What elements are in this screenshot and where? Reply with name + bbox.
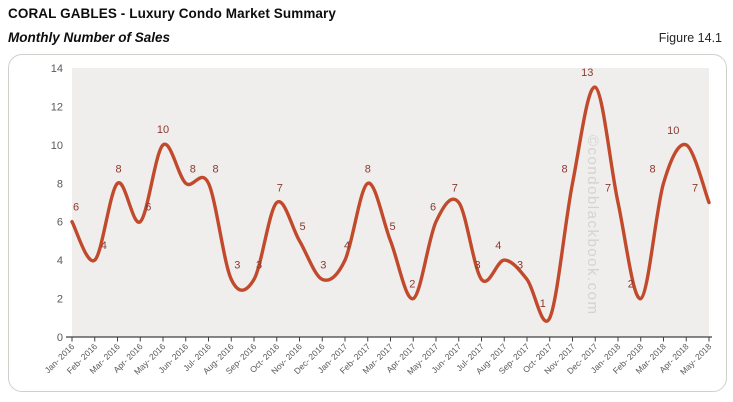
y-tick-label: 12	[51, 101, 63, 113]
y-tick-label: 0	[57, 332, 63, 344]
data-point-label: 7	[277, 183, 283, 195]
data-point-label: 13	[581, 67, 593, 79]
data-point-label: 8	[649, 163, 655, 175]
data-point-label: 3	[234, 259, 240, 271]
data-point-label: 5	[389, 221, 395, 233]
y-tick-label: 8	[57, 178, 63, 190]
data-point-label: 2	[628, 279, 634, 291]
watermark: ©condoblackbook.com	[584, 135, 601, 315]
data-point-label: 7	[692, 183, 698, 195]
data-point-label: 4	[495, 240, 501, 252]
data-point-label: 8	[115, 163, 121, 175]
y-tick-label: 4	[57, 255, 63, 267]
data-point-label: 6	[73, 202, 79, 214]
watermark-text: ©condoblackbook.com	[584, 135, 601, 315]
y-tick-label: 2	[57, 294, 63, 306]
data-point-label: 3	[256, 259, 262, 271]
data-point-label: 3	[474, 259, 480, 271]
data-point-label: 8	[365, 163, 371, 175]
data-point-label: 2	[409, 279, 415, 291]
data-point-label: 6	[145, 202, 151, 214]
data-point-label: 10	[667, 125, 679, 137]
data-point-label: 10	[157, 124, 169, 136]
series	[70, 85, 711, 323]
data-point-label: 4	[101, 240, 107, 252]
data-labels: 6 4 8 6 10 8 8 3 3 7 5 3 4 8 5 2 6 7 3 4 3 1 8 13 7 2 8 10 7	[73, 67, 698, 310]
y-axis-labels: 0 2 4 6 8 10 12 14	[51, 63, 63, 344]
chart-subtitle: Monthly Number of Sales	[8, 30, 171, 45]
page-title: CORAL GABLES - Luxury Condo Market Summa…	[8, 6, 336, 21]
sales-series-line	[70, 85, 711, 323]
data-point-label: 1	[540, 298, 546, 310]
figure-number-label: Figure 14.1	[658, 31, 722, 45]
data-point-label: 5	[299, 221, 305, 233]
x-axis	[66, 336, 712, 342]
data-point-label: 8	[190, 163, 196, 175]
plot-background	[72, 68, 709, 337]
data-point-label: 8	[212, 163, 218, 175]
plot-area	[72, 68, 709, 337]
data-point-label: 7	[605, 183, 611, 195]
y-tick-label: 6	[57, 217, 63, 229]
data-point-label: 3	[320, 259, 326, 271]
chart-card: ©condoblackbook.com 0 2 4 6 8 10 12 14 Jan- 2016 F…	[8, 54, 727, 392]
data-point-label: 4	[344, 240, 350, 252]
y-tick-label: 14	[51, 63, 63, 75]
data-point-label: 3	[517, 259, 523, 271]
data-point-label: 6	[430, 202, 436, 214]
data-point-label: 8	[561, 163, 567, 175]
data-point-label: 7	[452, 183, 458, 195]
y-tick-label: 10	[51, 140, 63, 152]
